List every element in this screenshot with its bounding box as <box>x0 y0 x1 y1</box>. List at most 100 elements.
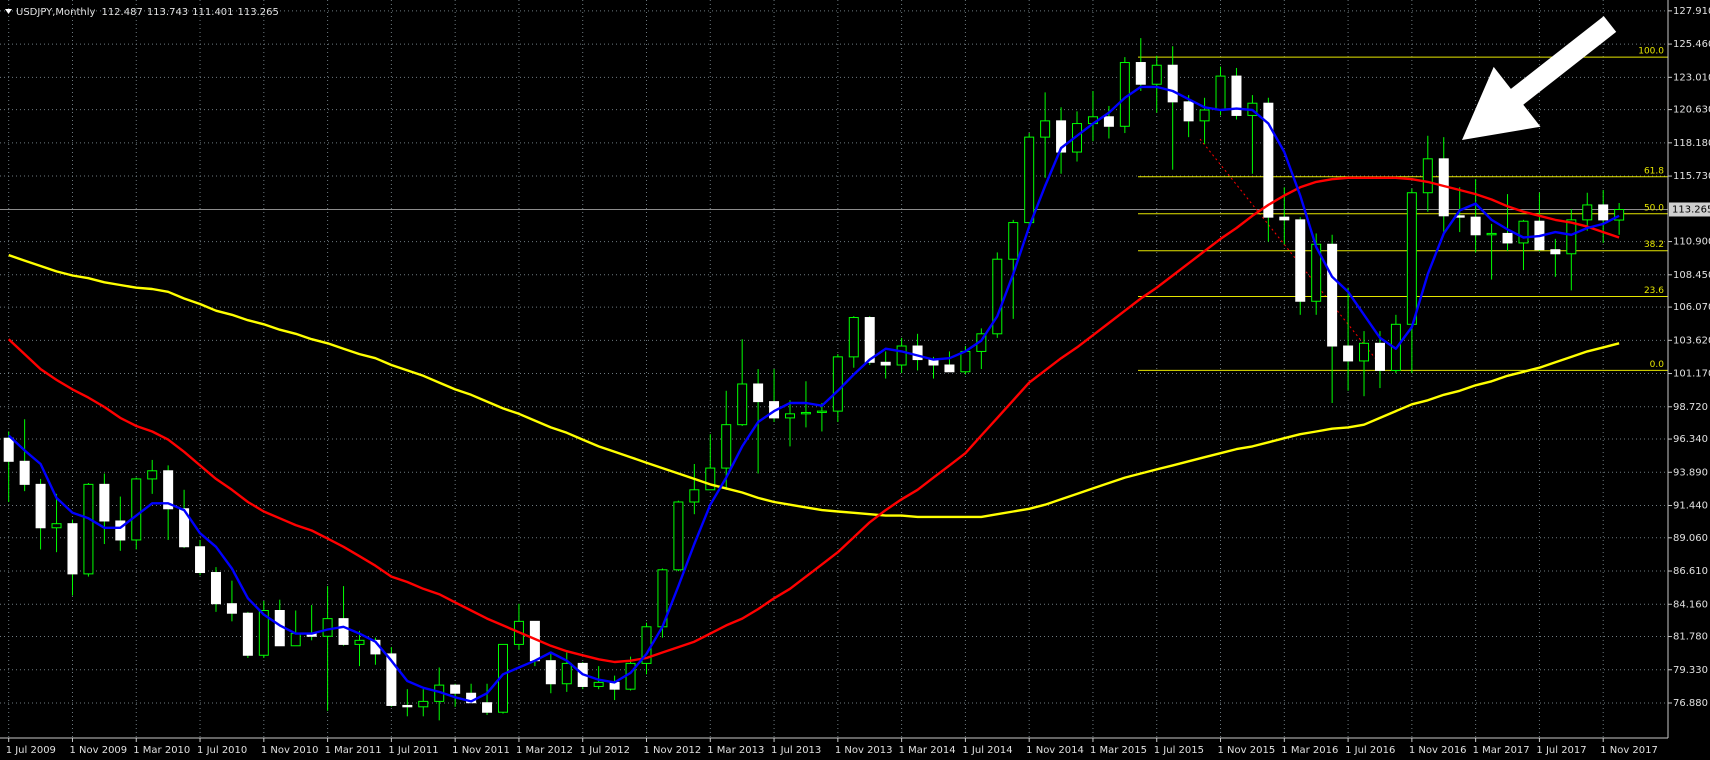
candle-body <box>1327 243 1338 347</box>
candle-body <box>3 437 14 462</box>
y-tick-label: 106.070 <box>1673 302 1710 313</box>
last-close: 113.265 <box>238 7 279 18</box>
candle-body <box>35 483 46 529</box>
x-tick-label: 1 Nov 2016 <box>1409 745 1467 756</box>
candle-body <box>386 653 397 706</box>
last-open: 112.487 <box>101 7 142 18</box>
candle-body <box>1263 102 1274 218</box>
x-tick-label: 1 Nov 2011 <box>452 745 510 756</box>
fibonacci-label: 0.0 <box>1650 360 1665 370</box>
candle-body <box>19 460 30 485</box>
candle-body <box>721 424 732 469</box>
x-tick-label: 1 Mar 2013 <box>707 745 764 756</box>
candle-body <box>1040 120 1051 138</box>
bid-label-box <box>1669 202 1710 217</box>
candle-body <box>242 612 253 656</box>
candle-body <box>338 618 349 645</box>
candle-body <box>163 470 174 510</box>
moving-average-line <box>8 253 1620 519</box>
y-tick-label: 81.780 <box>1673 632 1708 643</box>
candle-body <box>800 411 811 415</box>
y-tick-label: 115.730 <box>1673 171 1710 182</box>
candle-body <box>1024 136 1035 224</box>
candle-body <box>1422 158 1433 194</box>
candle-body <box>1183 101 1194 122</box>
candle-body <box>1374 342 1385 371</box>
x-tick-label: 1 Nov 2012 <box>644 745 702 756</box>
header-icon <box>5 9 12 14</box>
candle-body <box>147 470 158 480</box>
fibonacci-layer: 100.0 61.8 50.0 38.2 23.6 0.0 <box>1138 47 1668 371</box>
candle-body <box>785 413 796 419</box>
y-tick-label: 127.910 <box>1673 6 1710 17</box>
x-tick-label: 1 Jul 2009 <box>6 745 56 756</box>
candle-body <box>561 662 572 685</box>
candle-body <box>450 684 461 694</box>
candle-body <box>99 483 110 522</box>
x-tick-label: 1 Jul 2011 <box>388 745 438 756</box>
y-tick-label: 125.460 <box>1673 39 1710 50</box>
x-tick-label: 1 Mar 2011 <box>325 745 382 756</box>
y-tick-label: 96.340 <box>1673 434 1708 445</box>
candle-body <box>1566 219 1577 255</box>
fibonacci-label: 38.2 <box>1644 240 1664 250</box>
last-high: 113.743 <box>147 7 188 18</box>
candle-body <box>258 610 269 656</box>
candle-body <box>705 467 716 491</box>
header: USDJPY,Monthly 112.487 113.743 111.401 113.2… <box>16 7 279 18</box>
x-tick-label: 1 Jul 2010 <box>197 745 247 756</box>
candle-body <box>402 704 413 708</box>
candle-body <box>131 478 142 541</box>
y-tick-label: 98.720 <box>1673 402 1708 413</box>
candle-body <box>1295 219 1306 302</box>
y-tick-label: 84.160 <box>1673 599 1708 610</box>
candle-body <box>1486 232 1497 236</box>
candle-body <box>944 364 955 373</box>
y-tick-label: 79.330 <box>1673 665 1708 676</box>
fibonacci-label: 61.8 <box>1644 166 1664 176</box>
x-tick-label: 1 Nov 2010 <box>261 745 319 756</box>
candle-body <box>115 520 126 541</box>
fibonacci-label: 100.0 <box>1638 47 1664 57</box>
candle-body <box>912 345 923 361</box>
candle-body <box>992 258 1003 335</box>
y-tick-label: 120.630 <box>1673 105 1710 116</box>
candle-body <box>689 489 700 503</box>
candle-body <box>290 633 301 647</box>
candle-body <box>625 662 636 690</box>
axis-layer: 127.910 125.460 123.010 120.630 118.180 115.7… <box>6 6 1710 756</box>
candle-body <box>1103 116 1114 127</box>
last-low: 111.401 <box>192 7 233 18</box>
x-tick-label: 1 Mar 2016 <box>1281 745 1338 756</box>
y-tick-label: 110.900 <box>1673 237 1710 248</box>
candle-body <box>1135 62 1146 85</box>
candle-body <box>1518 220 1529 244</box>
x-tick-label: 1 Nov 2017 <box>1600 745 1658 756</box>
candle-body <box>83 483 94 575</box>
x-tick-label: 1 Nov 2014 <box>1026 745 1084 756</box>
candle-body <box>1231 75 1242 116</box>
annotation-arrow <box>1462 16 1617 141</box>
candle-body <box>1279 216 1290 221</box>
candle-body <box>482 702 493 713</box>
symbol-title: USDJPY,Monthly <box>16 7 96 18</box>
candle-body <box>418 700 429 708</box>
candle-body <box>1598 204 1609 221</box>
candle-body <box>1343 345 1354 362</box>
candle-body <box>1056 120 1067 153</box>
candle-body <box>1167 64 1178 103</box>
x-tick-label: 1 Mar 2012 <box>516 745 573 756</box>
candle-body <box>896 345 907 366</box>
x-tick-label: 1 Jul 2015 <box>1154 745 1204 756</box>
candle-body <box>1406 192 1417 325</box>
y-tick-label: 103.620 <box>1673 335 1710 346</box>
y-tick-label: 123.010 <box>1673 72 1710 83</box>
candle-body <box>51 523 62 529</box>
candle-body <box>195 546 206 574</box>
x-tick-label: 1 Mar 2010 <box>133 745 190 756</box>
x-tick-label: 1 Nov 2009 <box>69 745 127 756</box>
candle-body <box>848 317 859 358</box>
candle-body <box>816 410 827 413</box>
y-tick-label: 89.060 <box>1673 533 1708 544</box>
